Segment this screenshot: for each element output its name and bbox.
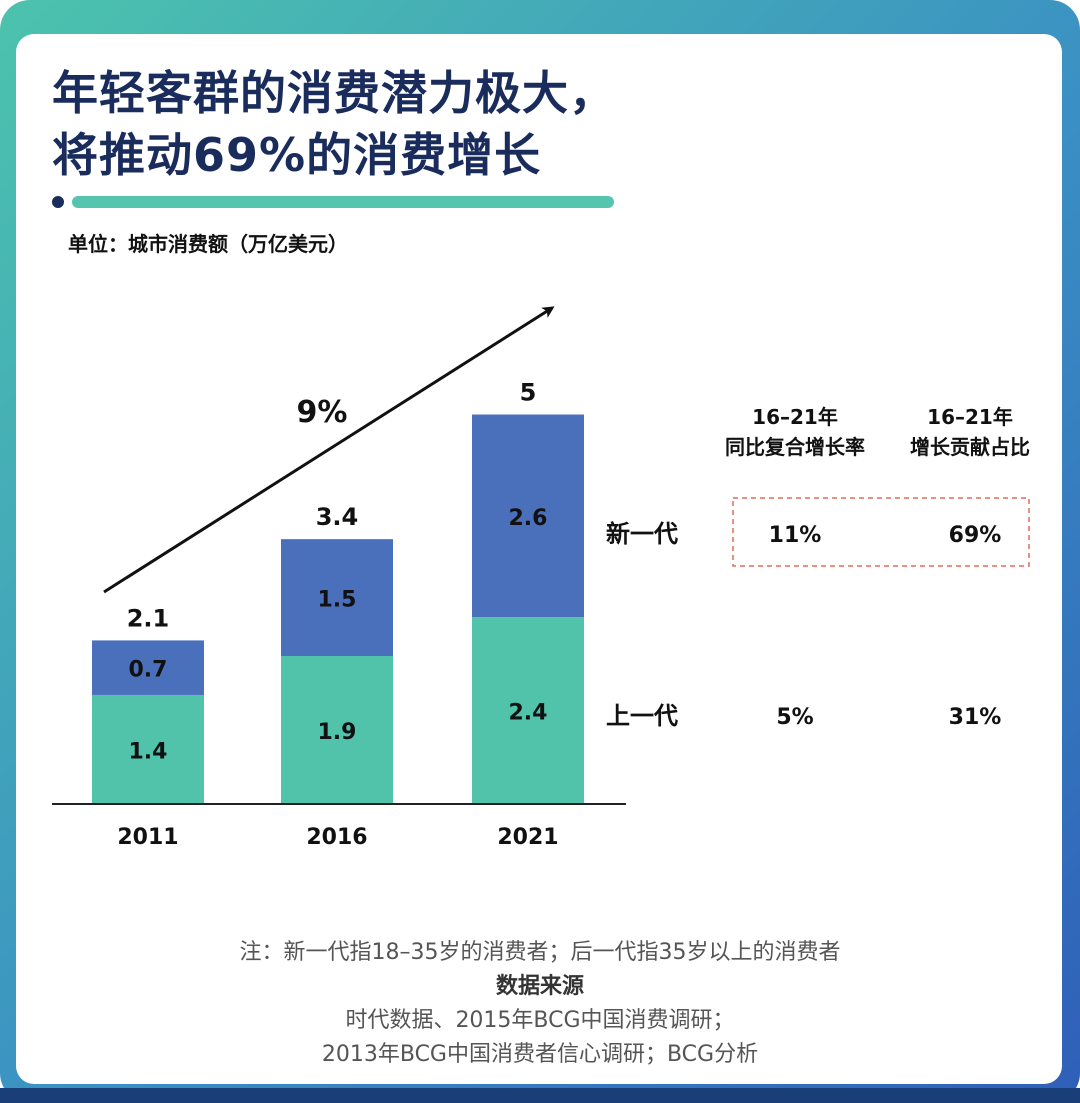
title-rule [72, 196, 614, 208]
row-previous-generation-share: 31% [949, 705, 1002, 730]
source-heading: 数据来源 [495, 974, 584, 999]
row-new-generation-share: 69% [949, 523, 1002, 548]
x-tick-label-2021: 2021 [497, 825, 558, 850]
bar-total-label-2021: 5 [520, 379, 537, 407]
x-tick-label-2016: 2016 [306, 825, 367, 850]
bar-label-new-generation-2011: 0.7 [129, 658, 168, 683]
bar-total-label-2016: 3.4 [316, 503, 359, 531]
highlight-box [732, 497, 1030, 567]
bar-new-generation-2016 [281, 539, 393, 656]
title-line-1: 年轻客群的消费潜力极大， [52, 66, 616, 120]
bar-label-previous-generation-2011: 1.4 [129, 739, 168, 764]
title-rule-dot [52, 196, 64, 208]
growth-arrow-label: 9% [297, 395, 348, 430]
row-new-generation-cagr: 11% [769, 523, 822, 548]
notes: 注：新一代指18–35岁的消费者；后一代指35岁以上的消费者 数据来源 时代数据… [0, 936, 1080, 1072]
bar-previous-generation-2021 [472, 617, 584, 804]
table-header-share-line-2: 增长贡献占比 [910, 435, 1030, 459]
bottom-bar [0, 1088, 1080, 1103]
bars-layer: 1.4 0.7 2.1 2011 1.9 1.5 3.4 2016 2.4 2.6 5 2021 [92, 379, 584, 850]
bar-new-generation-2021 [472, 414, 584, 618]
definition-note: 注：新一代指18–35岁的消费者；后一代指35岁以上的消费者 [239, 940, 841, 965]
bar-total-label-2011: 2.1 [127, 604, 170, 632]
bar-label-previous-generation-2021: 2.4 [509, 701, 548, 726]
title-line-2: 将推动69%的消费增长 [52, 128, 542, 182]
row-label-new-generation: 新一代 [606, 520, 678, 548]
table-header-share-line-1: 16–21年 [927, 405, 1013, 429]
page-title: 年轻客群的消费潜力极大， 将推动69%的消费增长 [52, 62, 672, 186]
bar-previous-generation-2016 [281, 656, 393, 804]
bar-previous-generation-2011 [92, 694, 204, 804]
row-previous-generation-cagr: 5% [776, 705, 813, 730]
source-line-1: 时代数据、2015年BCG中国消费调研； [345, 1008, 735, 1033]
growth-arrow [103, 306, 555, 594]
unit-label: 单位：城市消费额（万亿美元） [68, 232, 348, 256]
table-header-cagr-line-2: 同比复合增长率 [725, 435, 865, 459]
bar-new-generation-2011 [92, 640, 204, 695]
table-header-cagr-line-1: 16–21年 [752, 405, 838, 429]
bar-label-new-generation-2021: 2.6 [509, 506, 548, 531]
bar-label-previous-generation-2016: 1.9 [318, 720, 357, 745]
x-tick-label-2011: 2011 [117, 825, 178, 850]
source-line-2: 2013年BCG中国消费者信心调研；BCG分析 [321, 1042, 759, 1067]
bar-label-new-generation-2016: 1.5 [318, 588, 357, 613]
row-label-previous-generation: 上一代 [606, 702, 678, 730]
